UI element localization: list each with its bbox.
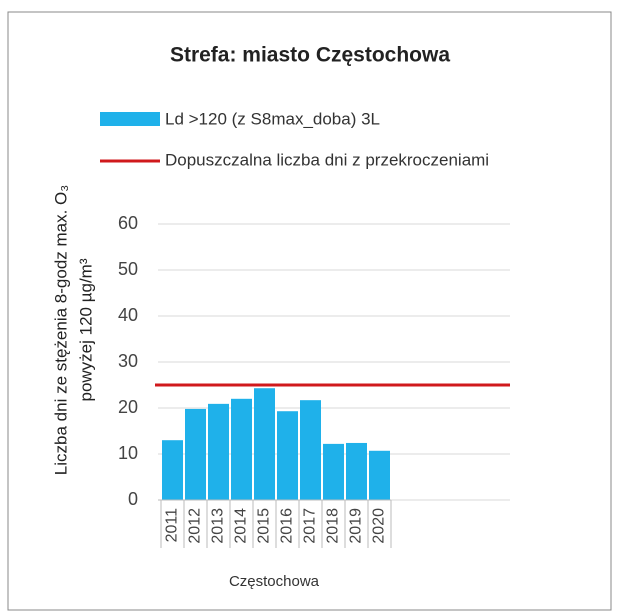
y-tick-label: 60 [118,213,138,233]
x-tick-group: 2018 [325,508,342,544]
chart-border [7,11,612,611]
x-tick-label: 2017 [302,508,319,544]
x-tick-label: 2011 [164,508,181,543]
y-tick-label: 30 [118,351,138,371]
chart-title: Strefa: miasto Częstochowa [170,44,450,67]
bar [208,403,229,500]
x-tick-group: 2012 [187,508,204,544]
x-tick-label: 2012 [187,508,204,544]
y-tick-label: 20 [118,397,138,417]
x-tick-label: 2015 [256,508,273,544]
bar [346,442,367,500]
y-tick-label: 40 [118,305,138,325]
bar [300,400,321,500]
x-tick-group: 2011 [164,508,181,543]
bar [185,408,206,500]
legend-label: Ld >120 (z S8max_doba) 3L [165,109,380,128]
x-tick-label: 2016 [279,508,296,544]
x-tick-label: 2013 [210,508,227,544]
bar [277,411,298,500]
y-axis-label: Liczba dni ze stężenia 8-godz max. O₃ [51,185,70,475]
x-axis-label: Częstochowa [229,573,320,590]
y-tick-label: 0 [128,489,138,509]
x-tick-group: 2020 [371,508,388,544]
x-tick-group: 2017 [302,508,319,544]
x-tick-label: 2019 [348,508,365,544]
bar [231,398,252,500]
bar [369,450,390,500]
y-axis-label-2: powyżej 120 µg/m³ [76,258,95,401]
bar [254,388,275,500]
y-tick-label: 10 [118,443,138,463]
x-tick-group: 2014 [233,508,250,544]
x-tick-group: 2016 [279,508,296,544]
x-tick-label: 2018 [325,508,342,544]
y-tick-label: 50 [118,259,138,279]
y-axis-label: powyżej 120 µg/m³ [76,258,95,401]
y-axis-label-1: Liczba dni ze stężenia 8-godz max. O₃ [51,185,70,475]
x-tick-group: 2013 [210,508,227,544]
bar [323,443,344,500]
legend-label: Dopuszczalna liczba dni z przekroczeniam… [165,150,489,169]
x-tick-group: 2019 [348,508,365,544]
legend-swatch [100,112,160,126]
x-tick-label: 2020 [371,508,388,544]
x-tick-group: 2015 [256,508,273,544]
bar [162,440,183,500]
x-tick-label: 2014 [233,508,250,544]
